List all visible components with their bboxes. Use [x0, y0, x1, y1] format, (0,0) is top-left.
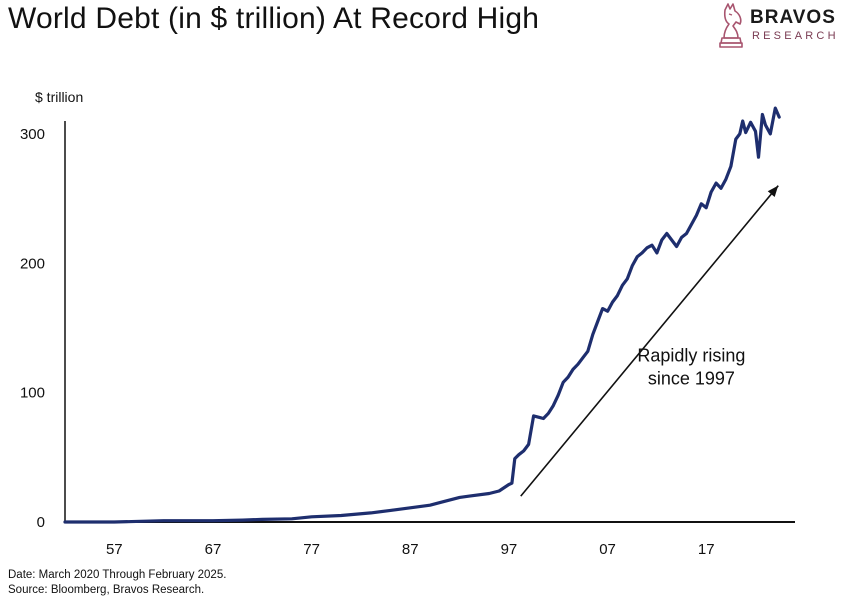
y-axis-label: $ trillion	[35, 89, 83, 105]
y-tick-label: 100	[20, 385, 45, 402]
y-tick-label: 0	[37, 514, 45, 531]
annotation-arrow-head	[767, 185, 779, 198]
horse-chess-knight-icon	[719, 3, 743, 48]
chart-footer: Date: March 2020 Through February 2025. …	[8, 568, 226, 598]
footer-source-note: Source: Bloomberg, Bravos Research.	[8, 584, 205, 596]
brand-logo: BRAVOS RESEARCH	[716, 2, 841, 52]
line-chart: $ trillion 0 100 200 300 57 67 77 87 97 07 17 Rapidl…	[20, 89, 795, 558]
series-line	[63, 106, 781, 524]
annotation-text-line2: since 1997	[648, 369, 735, 389]
x-tick-label: 97	[501, 541, 518, 558]
brand-name: BRAVOS	[750, 7, 836, 28]
plot-area: $ trillion 0 100 200 300 57 67 77 87 97 07 17 Rapidl…	[20, 89, 795, 558]
x-tick-label: 07	[599, 541, 616, 558]
annotation-text-line1: Rapidly rising	[637, 346, 745, 366]
x-tick-label: 17	[698, 541, 715, 558]
annotation-arrow-line	[520, 185, 779, 497]
x-tick-label: 77	[303, 541, 320, 558]
y-tick-label: 300	[20, 126, 45, 143]
x-tick-label: 87	[402, 541, 419, 558]
brand-subtitle: RESEARCH	[752, 30, 839, 42]
x-tick-label: 67	[205, 541, 222, 558]
x-tick-label: 57	[106, 541, 123, 558]
y-tick-label: 200	[20, 255, 45, 272]
footer-date-note: Date: March 2020 Through February 2025.	[8, 569, 227, 581]
chart-title: World Debt (in $ trillion) At Record Hig…	[8, 2, 540, 35]
